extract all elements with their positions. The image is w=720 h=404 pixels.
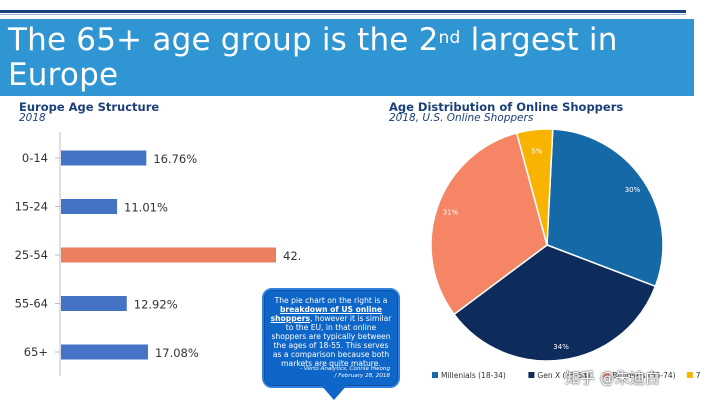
pie-chart-subtitle: 2018, U.S. Online Shoppers bbox=[389, 112, 534, 124]
callout-text: The pie chart on the right is a breakdow… bbox=[270, 296, 392, 368]
legend-label: Millenials (18-34) bbox=[441, 371, 506, 380]
pie-slice-3 bbox=[515, 128, 554, 246]
top-rule bbox=[0, 10, 686, 13]
bar-category-label: 25-54 bbox=[15, 248, 48, 262]
legend-label: Gen X (35-54) bbox=[537, 371, 590, 380]
pie-slice-1 bbox=[452, 244, 657, 362]
top-rule-thin bbox=[0, 14, 686, 15]
pie-data-label: 31% bbox=[443, 209, 459, 217]
bar-55-64 bbox=[61, 296, 127, 311]
legend-swatch bbox=[432, 372, 438, 378]
pie-data-label: 5% bbox=[531, 147, 542, 155]
pie-chart: 30% 34% 31% 5% Millenials (18-34) Gen X (35-5… bbox=[430, 128, 700, 380]
bar-chart-title: Europe Age Structure bbox=[19, 100, 160, 114]
pie-chart-title: Age Distribution of Online Shoppers bbox=[389, 100, 624, 114]
legend-swatch bbox=[528, 372, 535, 378]
bar-category-label: 15-24 bbox=[15, 200, 48, 214]
callout-box: The pie chart on the right is a breakdow… bbox=[262, 288, 400, 388]
pie-slice-2 bbox=[430, 132, 548, 316]
pie-data-label: 34% bbox=[553, 343, 569, 351]
bar-data-label: 16.76% bbox=[153, 152, 197, 166]
legend-swatch bbox=[686, 372, 693, 378]
legend-label: 75+ bbox=[696, 371, 700, 380]
watermark: 知乎 @朱迪白 bbox=[565, 369, 660, 387]
legend-label: Boomers (55-74) bbox=[612, 371, 675, 380]
bar-0-14 bbox=[61, 150, 147, 166]
pie-slice-0 bbox=[546, 128, 664, 288]
bar-data-label: 17.08% bbox=[155, 346, 199, 360]
bar-chart-subtitle: 2018 bbox=[19, 112, 46, 124]
legend-swatch bbox=[603, 372, 610, 378]
bar-data-label: 12.92% bbox=[134, 298, 178, 312]
callout-tail bbox=[320, 384, 348, 400]
bar-category-label: 55-64 bbox=[15, 297, 48, 311]
pie-data-label: 30% bbox=[625, 186, 641, 194]
bar-data-label: 11.01% bbox=[124, 201, 168, 215]
bar-25-54 bbox=[61, 247, 276, 263]
bar-chart: 0-14 16.76% 15-24 11.01% 25-54 42.23% 55-64 12.… bbox=[15, 132, 300, 376]
callout-source: - Verto Analytics, Connie Hwong / Februar… bbox=[300, 366, 390, 379]
title-banner: The 65+ age group is the 2nd largest in … bbox=[0, 19, 694, 96]
bar-15-24 bbox=[61, 199, 118, 214]
bar-65+ bbox=[61, 344, 148, 360]
bar-category-label: 65+ bbox=[24, 345, 48, 359]
slide-title: The 65+ age group is the 2nd largest in … bbox=[8, 22, 618, 93]
bar-data-label: 42.23% bbox=[283, 249, 300, 263]
bar-category-label: 0-14 bbox=[22, 151, 48, 165]
